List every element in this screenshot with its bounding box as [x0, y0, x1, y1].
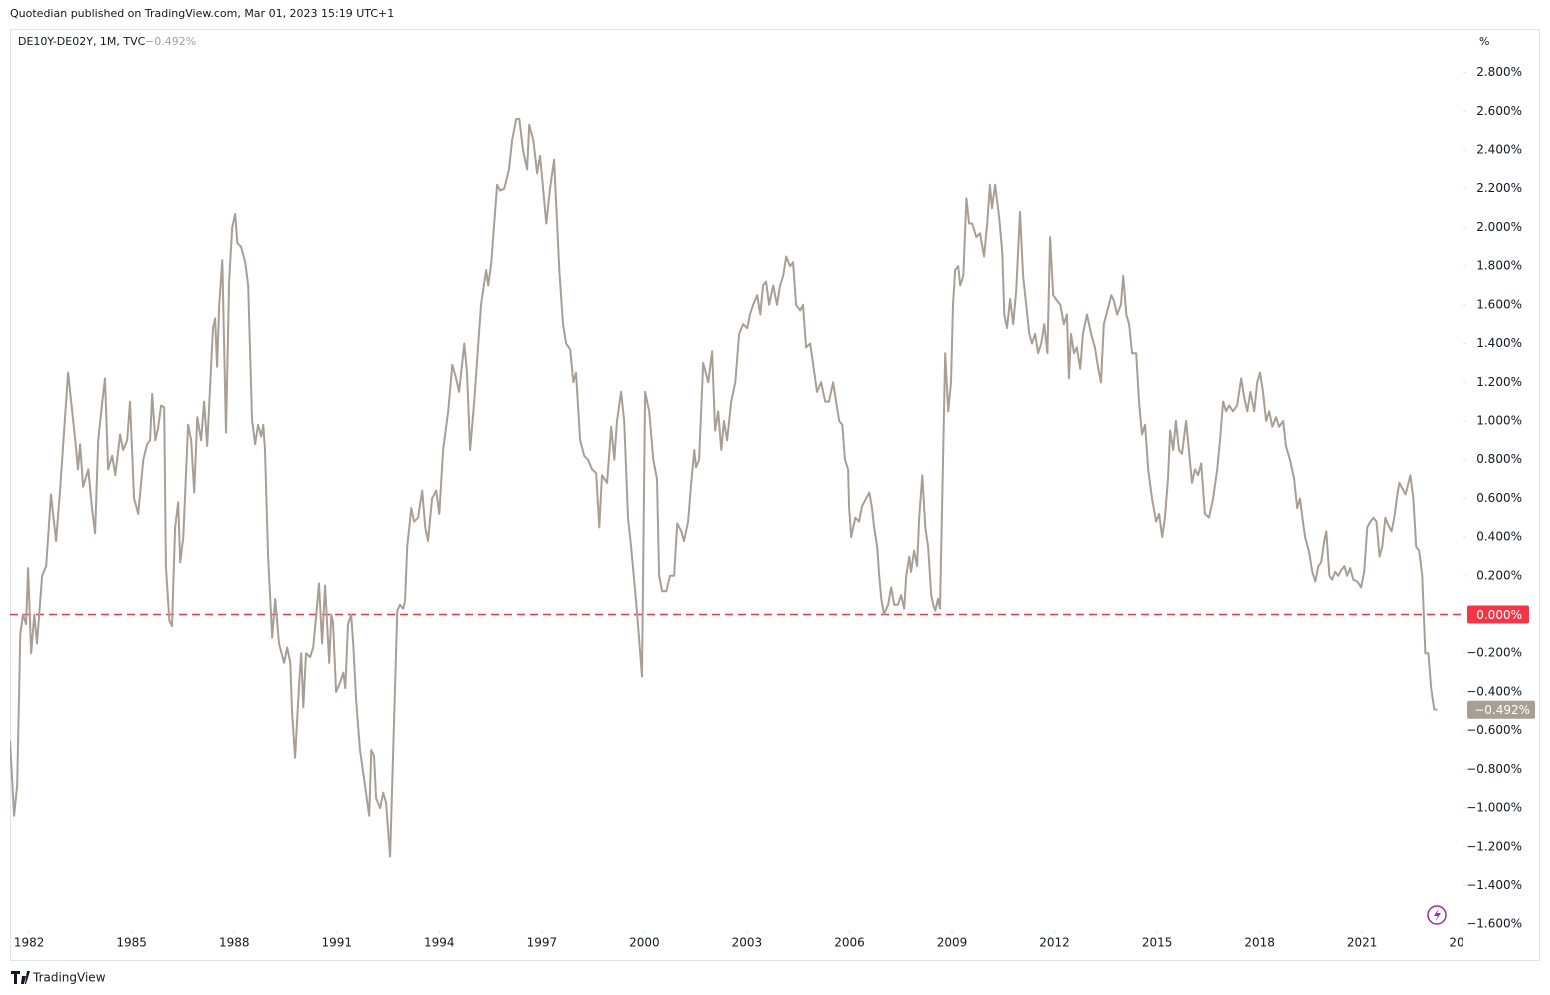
legend-title: DE10Y-DE02Y, 1M, TVC — [18, 35, 146, 48]
y-tick-label: 2.000% — [1476, 220, 1522, 234]
y-tick-label: −1.600% — [1466, 917, 1522, 931]
y-unit: % — [1479, 35, 1489, 48]
x-tick-label: 2024 — [1449, 936, 1480, 950]
price-tag — [1467, 700, 1535, 719]
y-tick-label: 1.800% — [1476, 259, 1522, 273]
y-tick-label: −0.200% — [1466, 646, 1522, 660]
y-tick-label: 2.400% — [1476, 143, 1522, 157]
y-tick-label: −1.200% — [1466, 839, 1522, 853]
y-tick-label: 0.600% — [1476, 491, 1522, 505]
y-tick-label: 0.200% — [1476, 568, 1522, 582]
plot — [10, 118, 1463, 858]
y-tick-label: 0.400% — [1476, 530, 1522, 544]
y-tick-label: 1.600% — [1476, 297, 1522, 311]
x-tick-label: 1982 — [14, 936, 45, 950]
logo — [11, 971, 30, 984]
x-tick-label: 2018 — [1244, 936, 1275, 950]
x-tick-label: 2009 — [937, 936, 968, 950]
y-tick-label: −0.600% — [1466, 723, 1522, 737]
y-tick-label: −1.000% — [1466, 801, 1522, 815]
x-tick-label: 2015 — [1142, 936, 1173, 950]
price-tag-label: −0.492% — [1474, 703, 1530, 717]
footer: TradingView — [32, 971, 106, 985]
x-tick-label: 2000 — [629, 936, 660, 950]
reference-tag-label: 0.000% — [1476, 608, 1522, 622]
x-tick-label: 1991 — [321, 936, 352, 950]
data-line — [10, 118, 1438, 858]
header: Quotedian published on TradingView.com, … — [10, 7, 394, 20]
y-tick-label: 1.400% — [1476, 336, 1522, 350]
y-tick-label: 2.200% — [1476, 181, 1522, 195]
y-tick-label: −0.400% — [1466, 684, 1522, 698]
x-tick-label: 2006 — [834, 936, 865, 950]
x-tick-label: 2003 — [732, 936, 763, 950]
x-axis: 1982 1985 1988 1991 1994 1997 2000 2003 2006 2009… — [14, 930, 1480, 950]
chart-frame — [10, 29, 1540, 961]
y-tick-label: 1.200% — [1476, 375, 1522, 389]
x-tick-label: 1997 — [527, 936, 558, 950]
y-tick-label: −1.400% — [1466, 878, 1522, 892]
icon-bolt — [1434, 908, 1441, 922]
x-tick-label: 1994 — [424, 936, 455, 950]
x-tick-label: 2012 — [1039, 936, 1070, 950]
y-axis: 2.800% 2.600% 2.400% 2.200% 2.000% 1.800% 1.60… — [1463, 65, 1535, 931]
x-tick-label: 1988 — [219, 936, 250, 950]
x-tick-label: 2021 — [1347, 936, 1378, 950]
icon[interactable] — [1427, 905, 1447, 925]
x-tick-label: 1985 — [116, 936, 147, 950]
y-tick-label: 2.800% — [1476, 65, 1522, 79]
reference-tag — [1467, 605, 1529, 624]
y-tick-label: 1.000% — [1476, 413, 1522, 427]
legend-value: −0.492% — [145, 35, 196, 48]
y-tick-label: −0.800% — [1466, 762, 1522, 776]
y-tick-label: 2.600% — [1476, 104, 1522, 118]
y-tick-label: 0.800% — [1476, 452, 1522, 466]
